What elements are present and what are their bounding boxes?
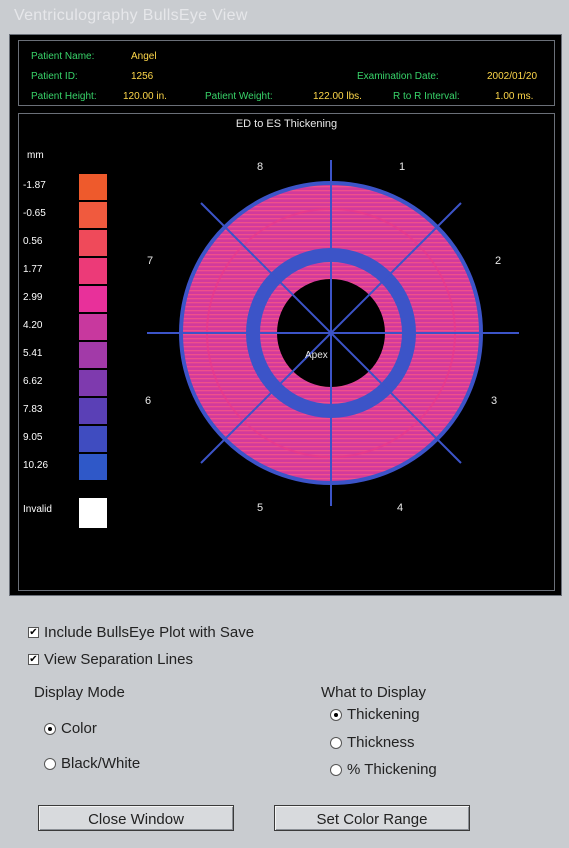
display-thickening-label: Thickening: [347, 706, 420, 723]
patient-name-value: Angel: [131, 51, 157, 62]
display-mode-color-label: Color: [61, 720, 97, 737]
legend-label: 9.05: [23, 432, 43, 443]
close-window-button[interactable]: Close Window: [38, 805, 234, 831]
patient-name-label: Patient Name:: [31, 51, 95, 62]
display-mode-bw-radio[interactable]: Black/White: [44, 755, 140, 772]
radio-dot[interactable]: [330, 763, 342, 776]
bullseye-plot-panel: ED to ES Thickening mm -1.87 -0.65 0.56 1.7…: [18, 113, 555, 591]
legend-label: 2.99: [23, 292, 43, 303]
segment-label: 8: [257, 161, 263, 173]
patient-weight-value: 122.00 lbs.: [313, 91, 362, 102]
legend-label: 4.20: [23, 320, 43, 331]
separation-lines-checkbox[interactable]: ✔ View Separation Lines: [28, 651, 193, 668]
legend-label: 1.77: [23, 264, 43, 275]
set-color-range-button[interactable]: Set Color Range: [274, 805, 470, 831]
legend-swatch: [79, 314, 107, 340]
display-mode-color-radio[interactable]: Color: [44, 720, 97, 737]
legend-swatch: [79, 286, 107, 312]
control-panel: ✔ Include BullsEye Plot with Save ✔ View…: [14, 606, 559, 842]
radio-dot[interactable]: [330, 708, 342, 721]
legend-swatch: [79, 454, 107, 480]
include-plot-checkbox-box[interactable]: ✔: [28, 627, 39, 638]
segment-label: 3: [491, 395, 497, 407]
exam-date-value: 2002/01/20: [487, 71, 538, 82]
invalid-label: Invalid: [23, 504, 52, 515]
display-mode-title: Display Mode: [34, 684, 125, 701]
center-apex-label: Apex: [305, 350, 328, 361]
segment-label: 7: [147, 255, 153, 267]
legend-swatch: [79, 258, 107, 284]
radio-dot[interactable]: [44, 757, 56, 770]
legend-label: 7.83: [23, 404, 43, 415]
legend-label: 6.62: [23, 376, 43, 387]
display-pct-thickening-radio[interactable]: % Thickening: [330, 761, 437, 778]
segment-label: 2: [495, 255, 501, 267]
rr-interval-value: 1.00 ms.: [495, 91, 534, 102]
legend-swatch: [79, 202, 107, 228]
radio-dot[interactable]: [44, 722, 56, 735]
display-mode-bw-label: Black/White: [61, 755, 141, 772]
display-thickness-label: Thickness: [347, 734, 415, 751]
legend-label: 0.56: [23, 236, 43, 247]
rr-interval-label: R to R Interval:: [393, 91, 460, 102]
patient-height-label: Patient Height:: [31, 91, 97, 102]
segment-label: 1: [399, 161, 405, 173]
legend-unit-label: mm: [27, 150, 44, 161]
segment-label: 6: [145, 395, 151, 407]
legend-label: 10.26: [23, 460, 49, 471]
invalid-swatch: [79, 498, 107, 528]
title-bar: Ventriculography BullsEye View: [0, 0, 569, 32]
legend-swatch: [79, 342, 107, 368]
separation-lines-checkbox-box[interactable]: ✔: [28, 654, 39, 665]
exam-date-label: Examination Date:: [357, 71, 439, 82]
include-plot-checkbox[interactable]: ✔ Include BullsEye Plot with Save: [28, 624, 254, 641]
patient-id-label: Patient ID:: [31, 71, 78, 82]
legend-swatch: [79, 174, 107, 200]
what-to-display-title: What to Display: [321, 684, 427, 701]
legend-label: 5.41: [23, 348, 43, 359]
legend-swatch: [79, 370, 107, 396]
segment-label: 5: [257, 502, 263, 514]
separation-lines: [147, 160, 519, 506]
window-title: Ventriculography BullsEye View: [14, 7, 248, 24]
include-plot-label: Include BullsEye Plot with Save: [44, 624, 255, 641]
patient-weight-label: Patient Weight:: [205, 91, 273, 102]
plot-title: ED to ES Thickening: [235, 118, 338, 130]
separation-lines-label: View Separation Lines: [44, 651, 193, 668]
legend-swatch: [79, 426, 107, 452]
legend-swatch: [79, 398, 107, 424]
segment-labels: 1 2 3 4 5 6 7 8: [145, 161, 501, 514]
display-thickness-radio[interactable]: Thickness: [330, 734, 415, 751]
display-pct-thickening-label: % Thickening: [347, 761, 437, 778]
legend-label: -0.65: [23, 208, 46, 219]
segment-label: 4: [397, 502, 403, 514]
patient-id-value: 1256: [131, 71, 154, 82]
patient-info-panel: Patient Name: Angel Patient ID: 1256 Exa…: [18, 40, 555, 106]
legend-swatch: [79, 230, 107, 256]
patient-height-value: 120.00 in.: [123, 91, 167, 102]
legend-label: -1.87: [23, 180, 46, 191]
display-thickening-radio[interactable]: Thickening: [330, 706, 420, 723]
radio-dot[interactable]: [330, 736, 342, 749]
bullseye-plot: Apex 1 2 3 4 5 6 7 8: [145, 160, 519, 514]
